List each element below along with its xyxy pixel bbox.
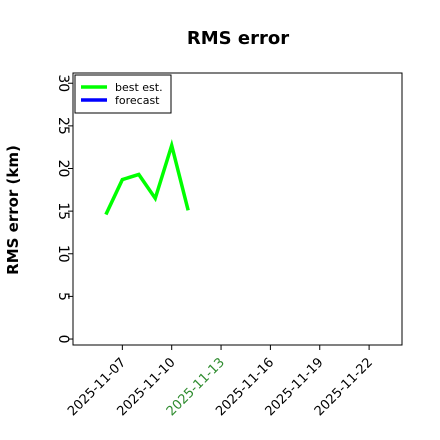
legend-label: forecast (115, 94, 160, 107)
y-tick-label: 10 (55, 245, 71, 263)
y-tick-label: 20 (55, 160, 71, 178)
legend: best est.forecast (74, 74, 172, 114)
legend-label: best est. (115, 81, 163, 94)
y-axis-label: RMS error (km) (4, 145, 22, 275)
y-tick-label: 25 (55, 117, 71, 135)
y-tick-label: 30 (55, 74, 71, 92)
series-line (104, 139, 190, 216)
y-tick-label: 5 (55, 292, 71, 301)
y-tick-label: 15 (55, 202, 71, 220)
y-tick-label: 0 (55, 335, 71, 344)
legend-box (74, 74, 172, 114)
plot-frame (72, 72, 403, 346)
chart-title: RMS error (187, 28, 289, 49)
